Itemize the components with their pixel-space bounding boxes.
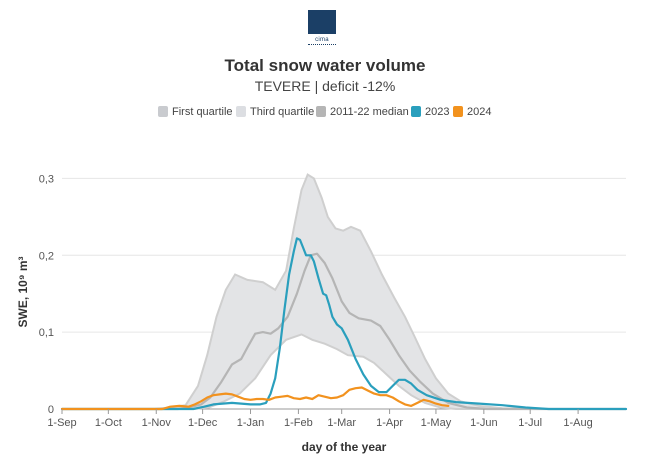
legend: First quartile Third quartile 2011-22 medi… <box>158 106 491 118</box>
y-tick-label-3: 0,3 <box>39 173 54 185</box>
x-tick-label-11: 1-Aug <box>563 417 592 429</box>
x-tick-label-4: 1-Jan <box>237 417 265 429</box>
legend-label-third-quartile: Third quartile <box>250 106 314 118</box>
x-tick-label-2: 1-Nov <box>142 417 172 429</box>
x-tick-label-3: 1-Dec <box>188 417 218 429</box>
legend-swatch-2024 <box>453 106 463 117</box>
legend-swatch-2011-22-median <box>316 106 326 117</box>
y-tick-label-0: 0 <box>48 404 54 416</box>
x-tick-label-1: 1-Oct <box>95 417 122 429</box>
legend-label-first-quartile: First quartile <box>172 106 233 118</box>
cima-logo: cima <box>308 10 336 46</box>
cima-logo-subtext <box>308 44 336 48</box>
chart-title: Total snow water volume <box>224 56 426 75</box>
series-line-first-quartile <box>62 333 626 410</box>
cima-logo-text: cima <box>315 37 329 43</box>
legend-label-2023: 2023 <box>425 106 449 118</box>
legend-label-2024: 2024 <box>467 106 491 118</box>
series-line-third-quartile <box>62 173 626 410</box>
chart-subtitle: TEVERE | deficit -12% <box>254 78 396 94</box>
x-tick-label-10: 1-Jul <box>518 417 542 429</box>
series-line-median <box>60 252 628 411</box>
y-tick-label-1: 0,1 <box>39 327 54 339</box>
series-line-2023 <box>60 237 628 411</box>
y-axis-label: SWE, 10⁹ m³ <box>16 256 30 327</box>
cima-logo-mark <box>308 10 336 34</box>
x-tick-label-0: 1-Sep <box>47 417 76 429</box>
legend-swatch-2023 <box>411 106 421 117</box>
y-axis: 0 0,1 0,2 0,3 <box>39 173 54 416</box>
legend-label-2011-22-median: 2011-22 median <box>330 106 409 118</box>
quartile-band-fill <box>62 174 626 409</box>
x-tick-label-6: 1-Mar <box>327 417 356 429</box>
x-tick-label-9: 1-Jun <box>470 417 498 429</box>
legend-swatch-first-quartile <box>158 106 168 117</box>
series-lines <box>60 237 628 411</box>
legend-swatch-third-quartile <box>236 106 246 117</box>
x-tick-label-5: 1-Feb <box>284 417 313 429</box>
x-axis: 1-Sep 1-Oct 1-Nov 1-Dec 1-Jan 1-Feb 1-Mar 1-Apr… <box>47 409 593 429</box>
quartile-band <box>62 173 626 410</box>
series-line-2024 <box>60 386 450 411</box>
x-tick-label-7: 1-Apr <box>376 417 403 429</box>
x-axis-label: day of the year <box>302 440 387 454</box>
y-tick-label-2: 0,2 <box>39 250 54 262</box>
x-tick-label-8: 1-May <box>421 417 452 429</box>
